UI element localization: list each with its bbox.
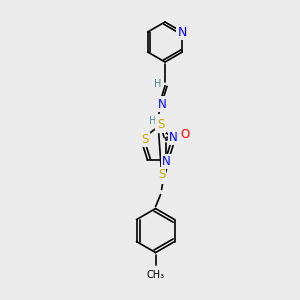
Text: N: N bbox=[162, 155, 171, 168]
Text: N: N bbox=[157, 116, 165, 128]
Text: H: H bbox=[149, 116, 157, 126]
Text: N: N bbox=[158, 98, 166, 110]
Text: N: N bbox=[169, 131, 178, 144]
Text: S: S bbox=[158, 168, 165, 181]
Text: S: S bbox=[141, 133, 148, 146]
Text: H: H bbox=[154, 79, 162, 89]
Text: N: N bbox=[178, 26, 187, 38]
Text: S: S bbox=[156, 169, 164, 182]
Text: CH₃: CH₃ bbox=[146, 270, 165, 280]
Text: S: S bbox=[157, 118, 165, 131]
Text: O: O bbox=[180, 128, 190, 142]
